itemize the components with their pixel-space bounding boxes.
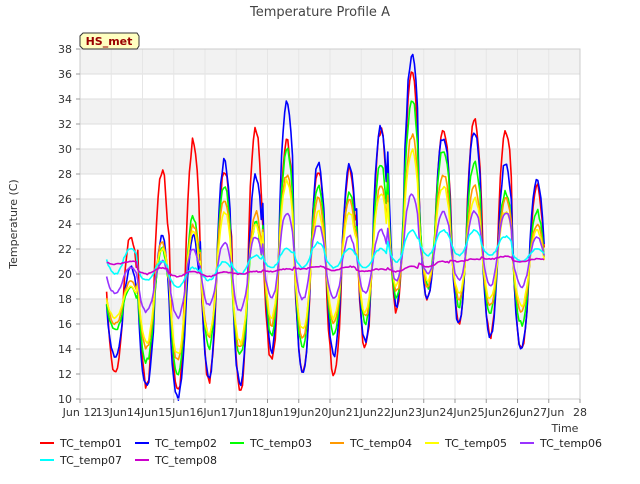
y-tick-label: 22 [58, 243, 72, 256]
x-tick-label: 24Jun [439, 406, 470, 419]
y-tick-label: 18 [58, 293, 72, 306]
y-tick-label: 34 [58, 93, 72, 106]
y-tick-label: 16 [58, 318, 72, 331]
site-badge: HS_met [79, 32, 140, 50]
x-tick-label: 17Jun [221, 406, 252, 419]
legend-item: TC_temp01 [40, 437, 122, 450]
y-tick-label: 28 [58, 168, 72, 181]
legend-item: TC_temp03 [230, 437, 312, 450]
y-tick-label: 10 [58, 393, 72, 406]
legend-item: TC_temp02 [135, 437, 217, 450]
x-tick-label: Jun 12 [62, 406, 98, 419]
legend: TC_temp01 TC_temp02 TC_temp03 TC_temp04 TC_t… [40, 437, 602, 467]
x-tick-label: 16Jun [189, 406, 220, 419]
series-line-tc-temp07 [105, 229, 545, 288]
legend-item: TC_temp05 [425, 437, 507, 450]
legend-item: TC_temp07 [40, 454, 122, 467]
legend-item: TC_temp06 [520, 437, 602, 450]
x-tick-label: 28 [573, 406, 587, 419]
legend-label: TC_temp01 [59, 437, 122, 450]
y-tick-label: 38 [58, 43, 72, 56]
x-tick-label: 13Jun [96, 406, 127, 419]
series-line-tc-temp08 [106, 255, 545, 278]
x-tick-label: 14Jun [127, 406, 158, 419]
y-tick-label: 12 [58, 368, 72, 381]
series-layer [105, 53, 545, 401]
series-line-tc-temp06 [105, 193, 545, 320]
legend-label: TC_temp08 [154, 454, 217, 467]
y-tick-label: 14 [58, 343, 72, 356]
site-badge-label: HS_met [86, 35, 133, 48]
x-tick-label: 26Jun [502, 406, 533, 419]
y-tick-label: 30 [58, 143, 72, 156]
y-tick-label: 26 [58, 193, 72, 206]
legend-item: TC_temp08 [135, 454, 217, 467]
x-tick-label: 21Jun [346, 406, 377, 419]
x-tick-label: 15Jun [158, 406, 189, 419]
legend-label: TC_temp05 [444, 437, 507, 450]
legend-label: TC_temp02 [154, 437, 217, 450]
x-tick-label: 20Jun [314, 406, 345, 419]
x-axis-label: Time [551, 422, 579, 435]
y-tick-label: 24 [58, 218, 72, 231]
x-tick-label: 25Jun [471, 406, 502, 419]
y-tick-label: 20 [58, 268, 72, 281]
x-tick-label: 19Jun [283, 406, 314, 419]
legend-label: TC_temp04 [349, 437, 412, 450]
legend-label: TC_temp03 [249, 437, 312, 450]
y-tick-label: 32 [58, 118, 72, 131]
y-axis-label: Temperature (C) [7, 179, 20, 269]
legend-label: TC_temp07 [59, 454, 122, 467]
x-tick-label: 18Jun [252, 406, 283, 419]
y-tick-label: 36 [58, 68, 72, 81]
x-tick-label: 22Jun [377, 406, 408, 419]
x-tick-label: 27Jun [533, 406, 564, 419]
legend-item: TC_temp04 [330, 437, 412, 450]
y-axis: 10 12 14 16 18 20 22 24 26 28 30 32 34 36 38 [58, 43, 80, 406]
x-tick-label: 23Jun [408, 406, 439, 419]
chart-title: Temperature Profile A [249, 5, 390, 20]
legend-label: TC_temp06 [539, 437, 602, 450]
